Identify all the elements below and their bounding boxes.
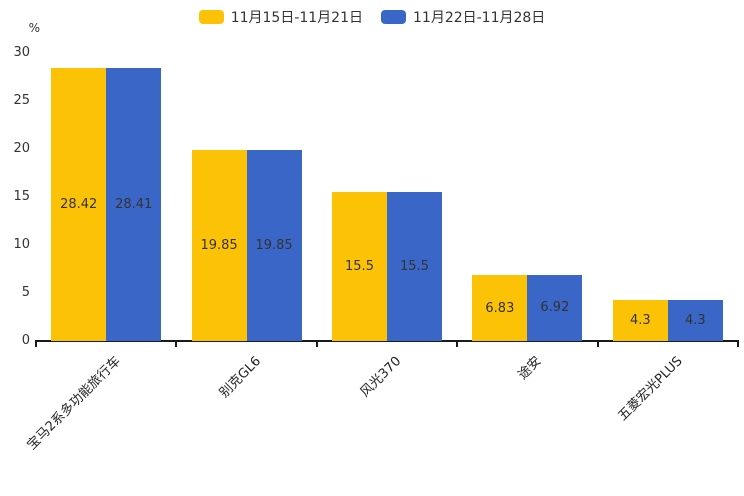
legend-label: 11月22日-11月28日 bbox=[413, 10, 546, 26]
bar: 19.85 bbox=[191, 150, 247, 341]
y-axis-unit-label: % bbox=[28, 21, 40, 35]
y-axis-tick-label: 15 bbox=[13, 189, 30, 204]
legend: 11月15日-11月21日 11月22日-11月28日 bbox=[0, 7, 744, 27]
bar: 15.5 bbox=[387, 192, 442, 341]
x-axis-tick bbox=[175, 341, 178, 347]
y-axis-tick-label: 10 bbox=[13, 237, 30, 252]
x-axis-tick bbox=[456, 341, 459, 347]
bar: 6.92 bbox=[527, 274, 583, 341]
bar: 4.3 bbox=[667, 299, 723, 341]
x-axis-category-label: 别克GL6 bbox=[216, 353, 265, 401]
x-axis-category-label: 五菱宏光PLUS bbox=[615, 353, 686, 424]
y-axis-tick-label: 0 bbox=[21, 333, 30, 348]
legend-label: 11月15日-11月21日 bbox=[230, 10, 363, 26]
bar-value-label: 4.3 bbox=[629, 312, 651, 328]
bar: 15.5 bbox=[332, 192, 387, 341]
y-axis-tick-label: 25 bbox=[13, 93, 30, 108]
bar: 19.85 bbox=[246, 150, 302, 341]
bar-value-label: 15.5 bbox=[400, 259, 429, 275]
bar: 6.83 bbox=[472, 275, 528, 341]
bar-value-label: 6.83 bbox=[485, 300, 515, 316]
legend-swatch-icon bbox=[381, 10, 406, 24]
bar: 4.3 bbox=[612, 299, 668, 341]
y-axis-tick-label: 5 bbox=[21, 285, 30, 300]
y-axis-tick-label: 30 bbox=[13, 45, 30, 60]
x-axis-category-label: 宝马2系多功能旅行车 bbox=[24, 353, 124, 454]
bar-value-label: 4.3 bbox=[684, 312, 706, 328]
legend-item-series-1[interactable]: 11月22日-11月28日 bbox=[381, 7, 545, 27]
bar-value-label: 6.92 bbox=[540, 300, 570, 316]
x-axis-category-label: 途安 bbox=[515, 353, 545, 383]
x-axis-line bbox=[35, 340, 739, 342]
bar-value-label: 15.5 bbox=[345, 259, 374, 275]
x-axis-tick bbox=[315, 341, 318, 347]
bar-value-label: 19.85 bbox=[255, 238, 293, 254]
legend-item-series-0[interactable]: 11月15日-11月21日 bbox=[198, 7, 363, 27]
x-axis-tick bbox=[35, 341, 37, 347]
bar-value-label: 28.41 bbox=[115, 197, 153, 213]
bar: 28.41 bbox=[106, 68, 162, 341]
bar-value-label: 28.42 bbox=[60, 197, 98, 213]
x-axis-tick bbox=[737, 341, 739, 347]
bar-value-label: 19.85 bbox=[200, 238, 238, 254]
legend-swatch-icon bbox=[198, 10, 224, 24]
y-axis-tick-label: 20 bbox=[13, 141, 30, 156]
x-axis-tick bbox=[596, 341, 599, 347]
x-axis-category-label: 风光370 bbox=[357, 353, 405, 401]
bar: 28.42 bbox=[51, 68, 107, 341]
